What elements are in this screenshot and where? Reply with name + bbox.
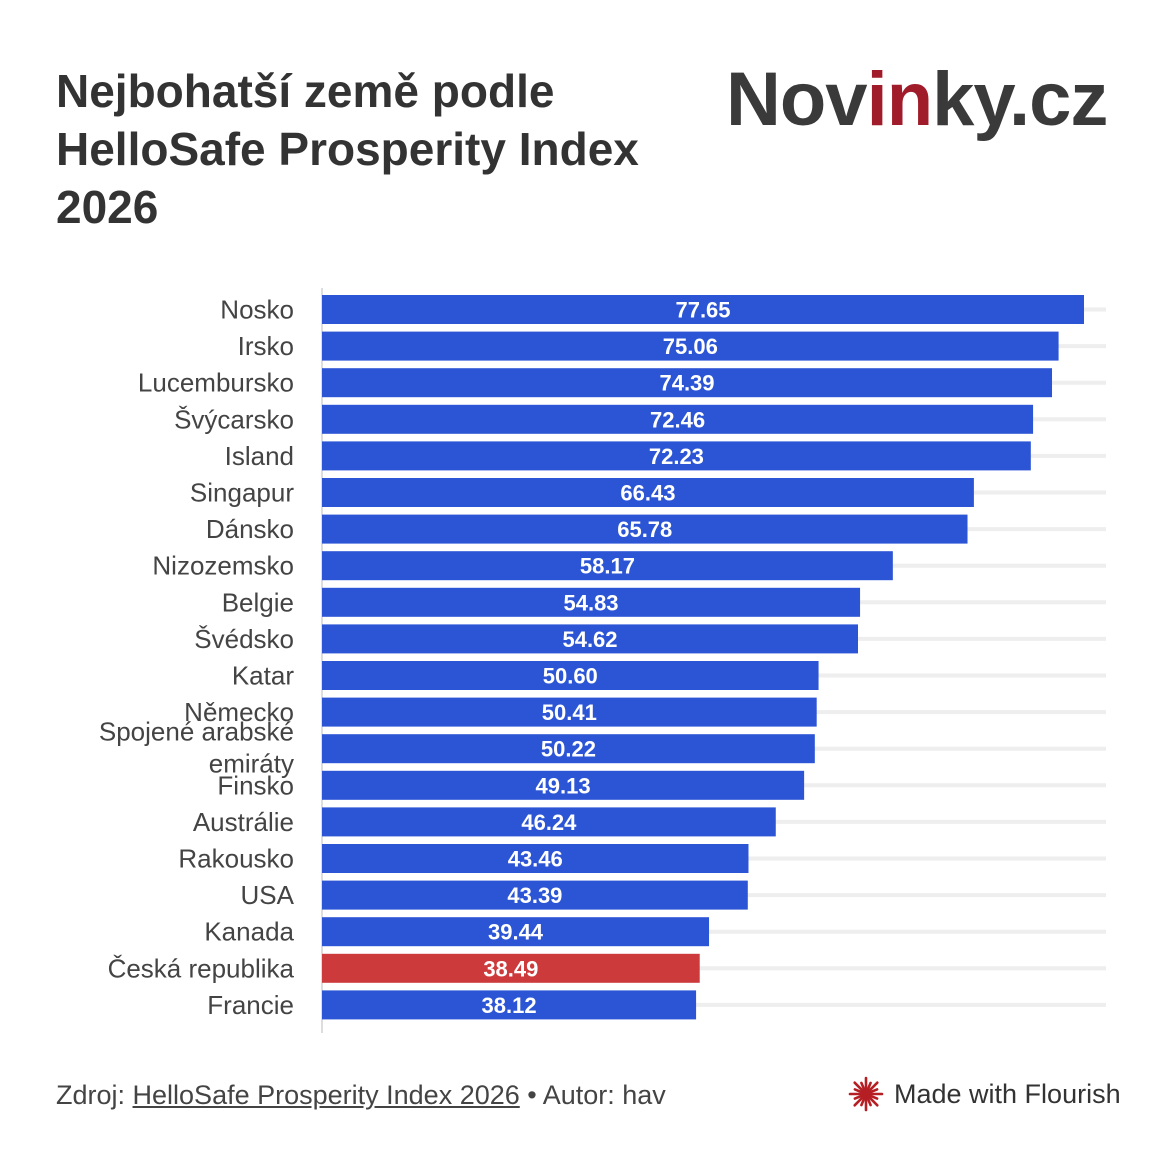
category-label: Island [225, 441, 294, 471]
bar-value-label: 74.39 [659, 371, 714, 396]
bar-value-label: 38.12 [482, 993, 537, 1018]
category-label: Francie [207, 990, 294, 1020]
category-label: Švýcarsko [174, 404, 294, 434]
bar-18[interactable] [322, 953, 700, 983]
logo-part-2: in [866, 57, 934, 142]
bar-value-label: 66.43 [620, 481, 675, 506]
bar-19[interactable] [322, 990, 697, 1020]
source-prefix: Zdroj: [56, 1080, 133, 1110]
bar-12[interactable] [322, 734, 815, 764]
category-label: Singapur [190, 478, 294, 508]
category-label: Nosko [220, 295, 294, 325]
category-label: Lucembursko [138, 368, 294, 398]
bar-chart: 77.65 Nosko 75.06 Irsko 74.39 Lucembursko 72.4… [99, 288, 1106, 1033]
category-label: Německo [184, 697, 294, 727]
logo-part-3: ky.cz [932, 57, 1108, 142]
bar-14[interactable] [322, 807, 776, 837]
bar-8[interactable] [322, 587, 861, 617]
category-label: Česká republika [108, 953, 295, 983]
source-link[interactable]: HelloSafe Prosperity Index 2026 [132, 1080, 520, 1110]
novinky-logo[interactable]: Novinky.cz [726, 56, 1108, 143]
bar-2[interactable] [322, 368, 1053, 398]
bar-value-label: 75.06 [663, 334, 718, 359]
bar-value-label: 50.22 [541, 737, 596, 762]
footer-separator: • [519, 1080, 543, 1110]
bar-7[interactable] [322, 551, 893, 581]
bar-value-label: 43.39 [507, 883, 562, 908]
bar-9[interactable] [322, 624, 859, 654]
category-label: Dánsko [206, 514, 294, 544]
bar-value-label: 50.41 [542, 700, 597, 725]
category-label: Finsko [217, 770, 294, 800]
category-label: Nizozemsko [152, 551, 294, 581]
bar-value-label: 38.49 [483, 956, 538, 981]
bar-value-label: 58.17 [580, 554, 635, 579]
bar-10[interactable] [322, 661, 819, 690]
bar-15[interactable] [322, 844, 749, 873]
made-with-flourish-link[interactable]: Made with Flourish [848, 1076, 1121, 1112]
category-label: emiráty [209, 749, 294, 779]
bar-4[interactable] [322, 441, 1031, 471]
bar-3[interactable] [322, 404, 1034, 434]
bar-value-label: 54.83 [563, 590, 618, 615]
bar-value-label: 77.65 [675, 298, 730, 323]
bar-5[interactable] [322, 478, 974, 507]
bar-13[interactable] [322, 770, 805, 800]
author-text: Autor: hav [542, 1080, 666, 1110]
category-label: Katar [232, 661, 294, 691]
bar-value-label: 72.46 [650, 407, 705, 432]
footer: Zdroj: HelloSafe Prosperity Index 2026 •… [56, 1080, 666, 1111]
bar-value-label: 65.78 [617, 517, 672, 542]
bar-6[interactable] [322, 514, 968, 544]
category-label: Spojené arabské [99, 717, 294, 747]
chart-title: Nejbohatší země podle HelloSafe Prosperi… [56, 65, 639, 233]
bar-11[interactable] [322, 697, 817, 727]
category-label: Švédsko [194, 624, 294, 654]
bar-1[interactable] [322, 331, 1059, 361]
bar-0[interactable] [322, 295, 1084, 324]
category-label: USA [241, 880, 295, 910]
category-label: Belgie [222, 587, 294, 617]
bar-value-label: 49.13 [536, 773, 591, 798]
bar-17[interactable] [322, 917, 710, 947]
bar-value-label: 50.60 [543, 664, 598, 689]
category-label: Kanada [204, 917, 294, 947]
category-label: Irsko [238, 331, 294, 361]
logo-part-1: Nov [726, 57, 868, 142]
category-label: Rakousko [178, 844, 294, 874]
bar-value-label: 54.62 [562, 627, 617, 652]
bar-16[interactable] [322, 880, 748, 910]
flourish-logo-icon [848, 1076, 884, 1112]
bar-value-label: 72.23 [649, 444, 704, 469]
bar-value-label: 43.46 [508, 847, 563, 872]
flourish-label: Made with Flourish [894, 1078, 1121, 1109]
category-label: Austrálie [193, 807, 294, 837]
bar-value-label: 46.24 [521, 810, 577, 835]
bar-value-label: 39.44 [488, 920, 544, 945]
